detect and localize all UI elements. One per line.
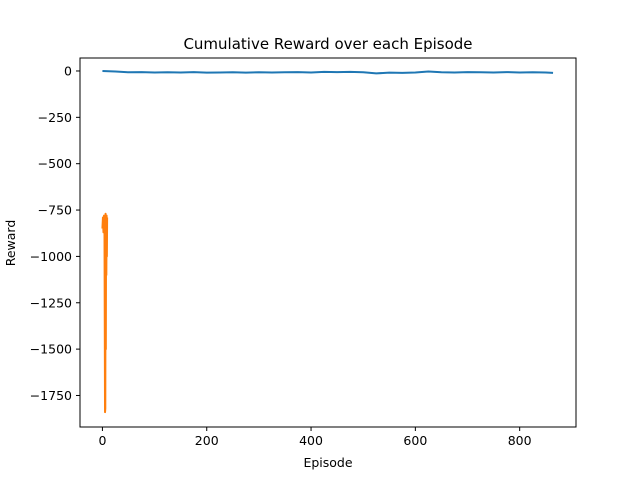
x-tick-label: 400 (299, 433, 323, 448)
x-tick-label: 0 (98, 433, 106, 448)
series-layer (101, 69, 554, 414)
y-tick-label: −250 (38, 110, 72, 125)
chart-title: Cumulative Reward over each Episode (183, 35, 472, 53)
y-tick-label: −750 (38, 203, 72, 218)
y-axis-label: Reward (3, 220, 18, 267)
x-tick-label: 600 (403, 433, 427, 448)
plot-frame (79, 57, 577, 428)
y-tick-label: −1750 (30, 388, 72, 403)
y-tick-label: 0 (64, 63, 72, 78)
y-tick-label: −500 (38, 156, 72, 171)
x-axis-label: Episode (303, 455, 352, 470)
x-tick-label: 800 (508, 433, 532, 448)
x-ticks: 0 200 400 600 800 (98, 427, 532, 448)
y-ticks: 0 −250 −500 −750 −1000 −1250 −1500 −1750 (30, 63, 80, 403)
y-tick-label: −1500 (30, 342, 72, 357)
series-line-1 (102, 69, 554, 75)
series-line-2 (101, 212, 109, 414)
y-tick-label: −1250 (30, 295, 72, 310)
y-tick-label: −1000 (30, 249, 72, 264)
x-tick-label: 200 (195, 433, 219, 448)
